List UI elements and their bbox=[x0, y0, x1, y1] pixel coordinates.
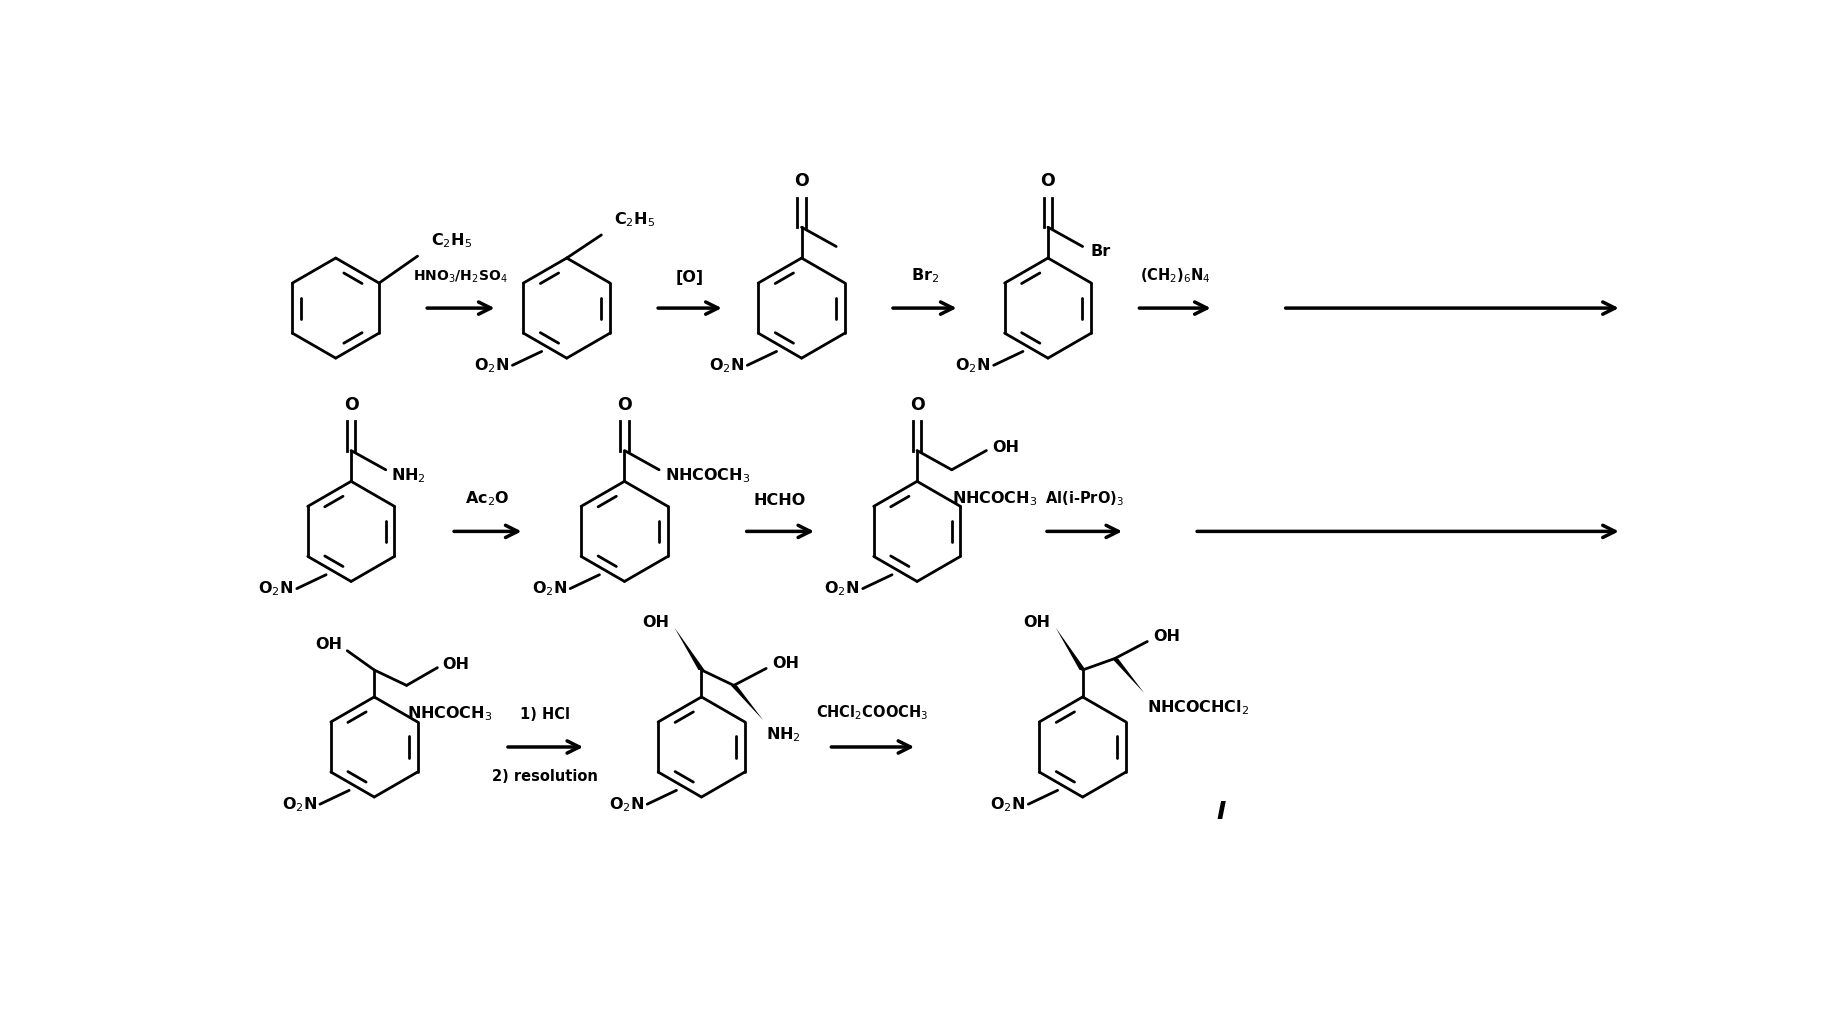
Polygon shape bbox=[1055, 628, 1087, 670]
Text: O$_2$N: O$_2$N bbox=[991, 794, 1026, 814]
Text: CHCl$_2$COOCH$_3$: CHCl$_2$COOCH$_3$ bbox=[817, 703, 928, 722]
Text: 2) resolution: 2) resolution bbox=[492, 769, 599, 783]
Text: O$_2$N: O$_2$N bbox=[608, 794, 645, 814]
Text: OH: OH bbox=[772, 657, 800, 672]
Text: O$_2$N: O$_2$N bbox=[824, 579, 859, 598]
Text: 1) HCl: 1) HCl bbox=[519, 708, 571, 722]
Text: O$_2$N: O$_2$N bbox=[532, 579, 567, 598]
Text: OH: OH bbox=[641, 615, 669, 630]
Text: NH$_2$: NH$_2$ bbox=[767, 726, 800, 744]
Polygon shape bbox=[675, 628, 704, 670]
Text: (CH$_2$)$_6$N$_4$: (CH$_2$)$_6$N$_4$ bbox=[1140, 266, 1210, 285]
Text: O$_2$N: O$_2$N bbox=[281, 794, 316, 814]
Text: NHCOCH$_3$: NHCOCH$_3$ bbox=[952, 489, 1037, 507]
Text: O$_2$N: O$_2$N bbox=[955, 356, 991, 375]
Text: OH: OH bbox=[1153, 629, 1181, 644]
Text: Al(i-PrO)$_3$: Al(i-PrO)$_3$ bbox=[1044, 490, 1124, 508]
Text: O: O bbox=[795, 173, 809, 190]
Text: NH$_2$: NH$_2$ bbox=[392, 466, 425, 485]
Polygon shape bbox=[1112, 659, 1144, 693]
Text: I: I bbox=[1216, 800, 1225, 824]
Text: Br: Br bbox=[1090, 244, 1111, 259]
Text: O: O bbox=[909, 395, 924, 414]
Text: OH: OH bbox=[992, 440, 1020, 455]
Polygon shape bbox=[730, 685, 763, 720]
Text: O$_2$N: O$_2$N bbox=[475, 356, 510, 375]
Text: O$_2$N: O$_2$N bbox=[259, 579, 294, 598]
Text: OH: OH bbox=[442, 658, 469, 672]
Text: O$_2$N: O$_2$N bbox=[710, 356, 745, 375]
Text: O: O bbox=[1040, 173, 1055, 190]
Text: OH: OH bbox=[1024, 615, 1050, 630]
Text: Ac$_2$O: Ac$_2$O bbox=[466, 490, 510, 508]
Text: NHCOCH$_3$: NHCOCH$_3$ bbox=[665, 466, 750, 485]
Text: O: O bbox=[617, 395, 632, 414]
Text: NHCOCH$_3$: NHCOCH$_3$ bbox=[407, 704, 492, 723]
Text: C$_2$H$_5$: C$_2$H$_5$ bbox=[431, 231, 473, 250]
Text: OH: OH bbox=[314, 637, 342, 652]
Text: C$_2$H$_5$: C$_2$H$_5$ bbox=[614, 210, 656, 229]
Text: O: O bbox=[344, 395, 359, 414]
Text: [O]: [O] bbox=[676, 270, 704, 285]
Text: NHCOCHCl$_2$: NHCOCHCl$_2$ bbox=[1148, 698, 1249, 717]
Text: HNO$_3$/H$_2$SO$_4$: HNO$_3$/H$_2$SO$_4$ bbox=[414, 269, 508, 285]
Text: HCHO: HCHO bbox=[754, 493, 806, 508]
Text: Br$_2$: Br$_2$ bbox=[911, 266, 939, 285]
